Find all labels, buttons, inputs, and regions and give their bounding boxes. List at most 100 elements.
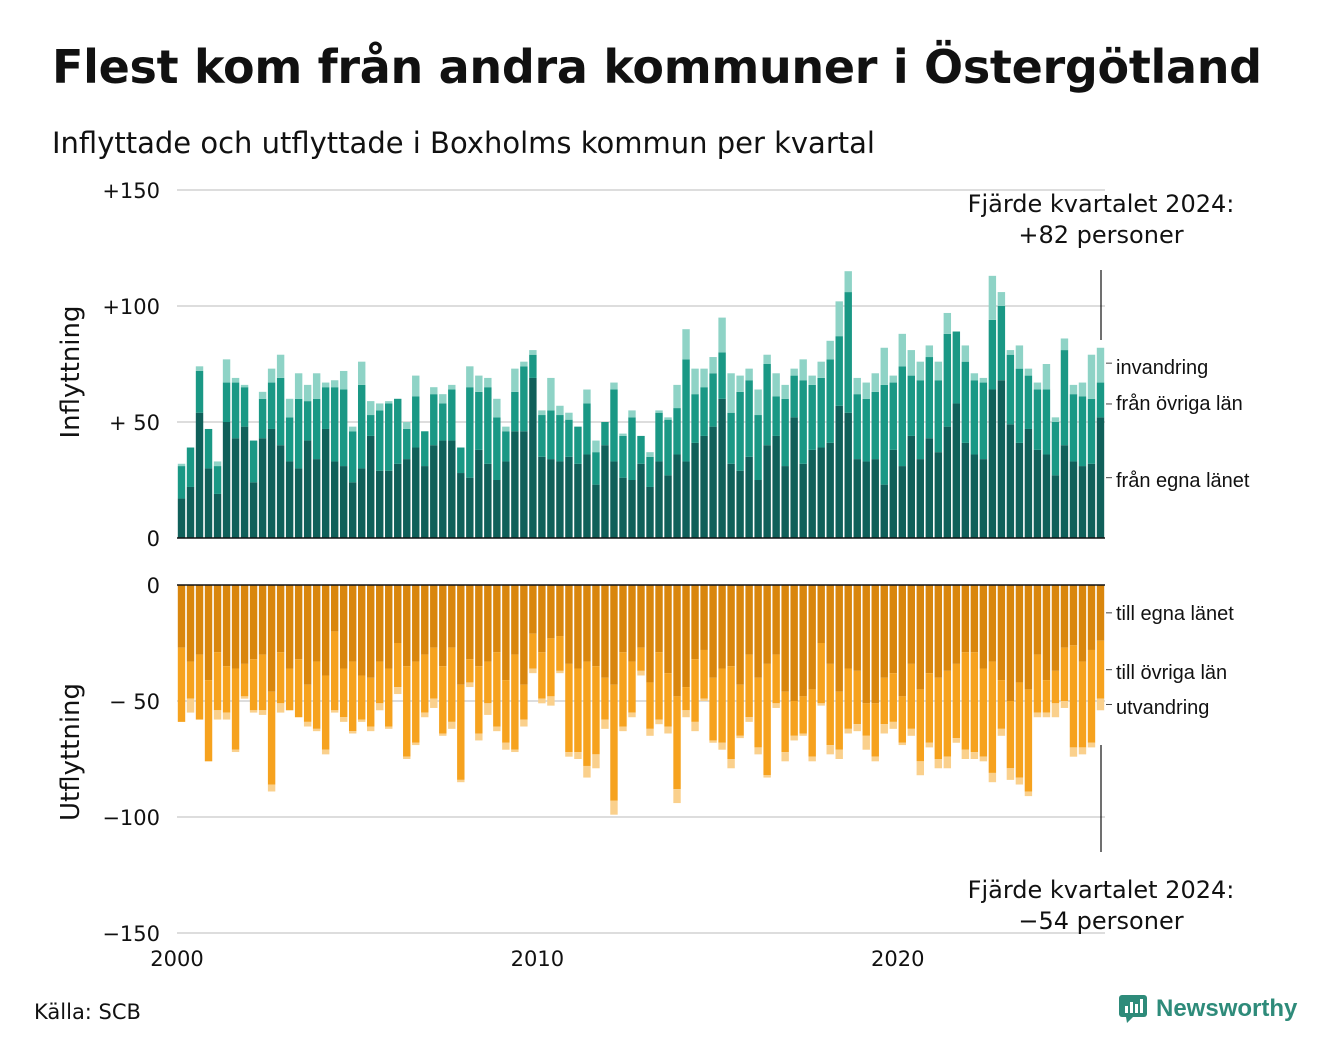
bar-in-ovriga <box>745 380 753 457</box>
bar-in-egna <box>204 468 213 538</box>
bar-in-ovriga <box>520 366 528 432</box>
bar-in-ovriga <box>862 398 870 462</box>
bar-invandring <box>1096 347 1105 383</box>
bar-utvandring <box>258 710 267 715</box>
bar-utvandring <box>925 742 934 748</box>
bar-utvandring <box>853 724 861 732</box>
bar-in-egna <box>1078 466 1087 538</box>
y-tick-label-top: +100 <box>102 295 160 319</box>
bar-invandring <box>258 391 267 399</box>
bar-utvandring <box>1042 712 1051 718</box>
bar-in-ovriga <box>303 401 312 441</box>
bar-in-egna <box>1087 463 1096 538</box>
bar-invandring <box>520 361 528 367</box>
bar-ut-ovriga <box>321 675 330 750</box>
bar-ut-egna <box>826 585 834 664</box>
bar-ut-ovriga <box>619 652 627 727</box>
bar-invandring <box>844 271 852 293</box>
bar-in-egna <box>1006 424 1015 538</box>
bar-invandring <box>682 329 690 360</box>
series-label-invandring: invandring <box>1116 357 1208 379</box>
bar-invandring <box>294 373 303 399</box>
bar-invandring <box>835 301 843 337</box>
bar-in-egna <box>403 459 411 538</box>
bar-invandring <box>303 384 312 402</box>
bar-in-ovriga <box>979 382 988 460</box>
bar-ut-egna <box>916 585 925 690</box>
bar-in-ovriga <box>213 466 222 494</box>
bar-invandring <box>1006 350 1015 355</box>
bar-in-ovriga <box>628 417 636 480</box>
bar-ut-ovriga <box>574 668 582 753</box>
bar-in-egna <box>195 412 204 538</box>
bar-ut-ovriga <box>880 677 888 725</box>
bar-utvandring <box>565 752 573 757</box>
bar-in-ovriga <box>844 292 852 413</box>
bar-invandring <box>772 373 780 397</box>
bar-invandring <box>285 398 294 418</box>
bar-in-egna <box>601 445 609 538</box>
bar-ut-ovriga <box>547 638 555 697</box>
bar-in-ovriga <box>781 398 789 467</box>
bar-in-ovriga <box>826 359 834 443</box>
bar-in-egna <box>312 459 321 538</box>
bar-invandring <box>916 361 925 381</box>
bar-ut-egna <box>862 585 870 704</box>
bar-ut-ovriga <box>727 666 735 759</box>
bar-in-egna <box>583 454 591 538</box>
bar-utvandring <box>799 733 807 736</box>
bar-in-ovriga <box>529 354 537 378</box>
bar-ut-egna <box>1006 585 1015 701</box>
bar-in-egna <box>276 445 285 538</box>
bar-utvandring <box>385 726 393 729</box>
bar-ut-egna <box>763 585 771 664</box>
bar-ut-egna <box>1024 585 1033 690</box>
bar-invandring <box>565 412 573 420</box>
bar-in-egna <box>367 435 375 538</box>
bar-ut-egna <box>565 585 573 664</box>
bar-in-ovriga <box>511 391 519 432</box>
bar-ut-egna <box>258 585 267 655</box>
bar-ut-egna <box>547 585 555 639</box>
bar-ut-egna <box>772 585 780 655</box>
bar-invandring <box>267 368 276 383</box>
bar-ut-egna <box>1087 585 1096 650</box>
bar-in-egna <box>565 456 573 538</box>
bar-in-ovriga <box>583 403 591 455</box>
bar-invandring <box>970 373 979 381</box>
bar-in-ovriga <box>682 359 690 462</box>
bar-in-ovriga <box>330 387 339 462</box>
bar-in-ovriga <box>1024 375 1033 429</box>
bar-ut-ovriga <box>871 703 879 757</box>
bar-invandring <box>339 370 348 390</box>
bar-invandring <box>1015 345 1024 369</box>
bar-utvandring <box>871 756 879 762</box>
bar-utvandring <box>276 703 285 713</box>
bar-ut-ovriga <box>718 668 726 743</box>
bar-ut-ovriga <box>592 666 600 755</box>
bar-invandring <box>538 410 546 416</box>
bar-invandring <box>529 350 537 355</box>
bar-in-ovriga <box>934 380 943 453</box>
bar-ut-ovriga <box>943 670 952 757</box>
bar-utvandring <box>673 789 681 804</box>
bar-ut-egna <box>321 585 330 676</box>
bar-invandring <box>439 394 447 404</box>
bar-utvandring <box>781 752 789 762</box>
bar-invandring <box>727 373 735 413</box>
bar-in-egna <box>997 380 1006 538</box>
bar-in-egna <box>240 426 249 538</box>
bar-utvandring <box>330 710 339 713</box>
bar-ut-ovriga <box>276 652 285 704</box>
bar-invandring <box>348 426 357 432</box>
bar-utvandring <box>835 749 843 759</box>
bar-ut-egna <box>880 585 888 678</box>
bar-ut-ovriga <box>934 677 943 759</box>
bar-ut-egna <box>412 585 420 662</box>
bar-invandring <box>925 345 934 358</box>
bar-in-ovriga <box>790 375 798 418</box>
bar-utvandring <box>339 717 348 722</box>
bar-in-ovriga <box>240 387 249 427</box>
bar-invandring <box>790 368 798 376</box>
bar-ut-ovriga <box>889 673 897 722</box>
